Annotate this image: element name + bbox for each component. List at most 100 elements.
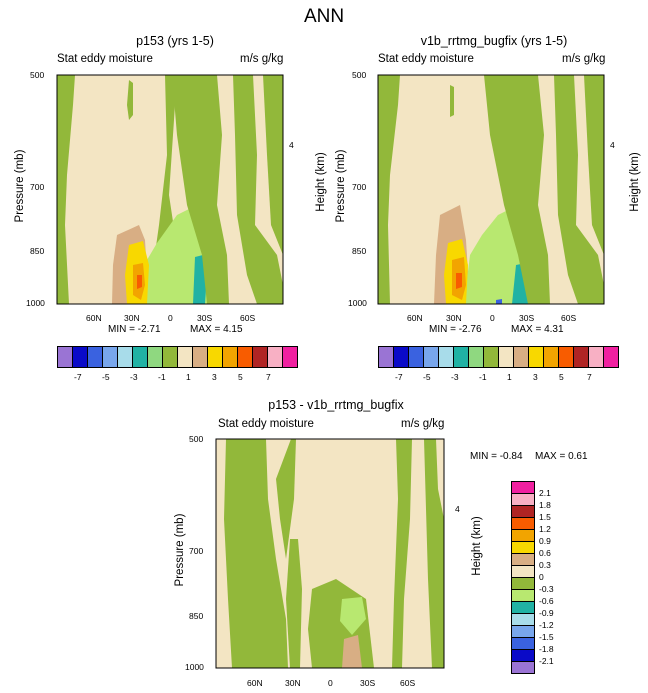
panel-2-contour-green-mid (484, 75, 550, 304)
panel-1-contour-green-small (127, 80, 133, 120)
panel-2-cbar-label-1: -5 (423, 372, 431, 382)
panel-3-xtick-30s: 30S (360, 678, 376, 688)
panel-1-contour-green-left (57, 75, 75, 304)
panel-3-ytick-500: 500 (189, 434, 204, 444)
panel-2-min-label: MIN = -2.76 (429, 324, 482, 335)
panel-3-contour-green-right (392, 439, 412, 668)
panel-3-xtick-60s: 60S (400, 678, 416, 688)
panel-3-contour-tan (342, 635, 362, 668)
panel-2-xtick-60s: 60S (561, 313, 577, 323)
panel-1-cbar-label-7: 7 (266, 372, 271, 382)
panel-1-cbar-label-2: -3 (130, 372, 138, 382)
panel-3-colorbar-label-12: -1.5 (539, 632, 554, 642)
panel-2-ytick-1000: 1000 (348, 298, 367, 308)
panel-2-xtick-30n: 30N (446, 313, 462, 323)
panel-1-frame (56, 74, 284, 305)
panel-3-xtick-60n: 60N (247, 678, 263, 688)
panel-2-contour-green-small (450, 85, 454, 117)
panel-3-ytick-right-4: 4 (455, 504, 460, 514)
panel-3-subtitle-left: Stat eddy moisture (218, 418, 314, 430)
panel-2-cbar-label-7: 7 (587, 372, 592, 382)
panel-3-colorbar-label-14: -2.1 (539, 656, 554, 666)
panel-2-cbar-label-5: 3 (533, 372, 538, 382)
panel-1-cbar-label-4: 1 (186, 372, 191, 382)
panel-1-subtitle-right: m/s g/kg (240, 53, 284, 65)
panel-2-colorbar (378, 346, 619, 368)
panel-3-colorbar-label-3: 1.2 (539, 524, 551, 534)
panel-2-title: v1b_rrtmg_bugfix (yrs 1-5) (420, 34, 568, 48)
panel-1-colorbar (57, 346, 298, 368)
panel-1-xtick-30s: 30S (197, 313, 213, 323)
panel-1-title: p153 (yrs 1-5) (136, 34, 214, 48)
panel-3-ylabel-right: Height (km) (471, 516, 483, 576)
panel-3-colorbar (511, 481, 535, 674)
panel-2-colorbar-swatch-15 (603, 346, 619, 368)
panel-2-ytick-700: 700 (352, 182, 367, 192)
panel-3-title: p153 - v1b_rrtmg_bugfix (268, 398, 404, 412)
panel-1-colorbar-swatch-15 (282, 346, 298, 368)
panel-2-contour-green-left (378, 75, 400, 304)
figure-title: ANN (303, 6, 345, 27)
panel-3-contour-green-thin (286, 539, 302, 668)
panel-2-ytick-500: 500 (352, 70, 367, 80)
panel-2-xtick-30s: 30S (519, 313, 535, 323)
panel-2-contour-green-edge (584, 75, 604, 255)
panel-2-ytick-right-4: 4 (610, 140, 615, 150)
panel-2-cbar-label-4: 1 (507, 372, 512, 382)
panel-3-ytick-700: 700 (189, 546, 204, 556)
panel-2-cbar-label-3: -1 (479, 372, 487, 382)
panel-1-cbar-label-6: 5 (238, 372, 243, 382)
panel-2-contour-red (456, 273, 462, 289)
panel-1-ytick-right-4: 4 (289, 140, 294, 150)
panel-1-ytick-850: 850 (30, 246, 45, 256)
panel-3-colorbar-label-6: 0.3 (539, 560, 551, 570)
panel-2-frame (377, 74, 605, 305)
panel-3-contour-lightgreen (340, 597, 366, 635)
panel-3-colorbar-label-13: -1.8 (539, 644, 554, 654)
panel-1-xtick-0: 0 (168, 313, 173, 323)
panel-2-contour-green-right (554, 75, 604, 304)
panel-3-colorbar-label-7: 0 (539, 572, 544, 582)
panel-1-contour-green-right (233, 75, 283, 304)
panel-3-contour-green-left (224, 439, 288, 668)
panel-3-min-label: MIN = -0.84 (470, 451, 523, 462)
panel-1-contour-green-edge (263, 75, 283, 255)
panel-1-ytick-1000: 1000 (26, 298, 45, 308)
panel-3-ylabel: Pressure (mb) (174, 513, 186, 587)
panel-3-max-label: MAX = 0.61 (535, 451, 588, 462)
panel-2-subtitle-left: Stat eddy moisture (378, 53, 474, 65)
panel-2-xtick-0: 0 (490, 313, 495, 323)
panel-3-colorbar-label-2: 1.5 (539, 512, 551, 522)
panel-3-colorbar-label-9: -0.6 (539, 596, 554, 606)
panel-3-xtick-30n: 30N (285, 678, 301, 688)
panel-1-ytick-700: 700 (30, 182, 45, 192)
panel-2-contour-blue (496, 299, 502, 304)
panel-3-colorbar-label-10: -0.9 (539, 608, 554, 618)
panel-3-colorbar-label-8: -0.3 (539, 584, 554, 594)
panel-2-xtick-60n: 60N (407, 313, 423, 323)
panel-3-colorbar-label-0: 2.1 (539, 488, 551, 498)
panel-3-contour-green-edge (424, 439, 444, 668)
panel-3-contour-green-left2 (276, 439, 296, 559)
panel-1-contour-green-mid (172, 75, 229, 304)
panel-3-colorbar-label-11: -1.2 (539, 620, 554, 630)
panel-3-frame (215, 438, 445, 669)
panel-3-colorbar-label-5: 0.6 (539, 548, 551, 558)
panel-2-cbar-label-6: 5 (559, 372, 564, 382)
panel-2-cbar-label-2: -3 (451, 372, 459, 382)
panel-1-cbar-label-5: 3 (212, 372, 217, 382)
panel-3-ytick-1000: 1000 (185, 662, 204, 672)
panel-1-cbar-label-0: -7 (74, 372, 82, 382)
panel-1-subtitle-left: Stat eddy moisture (57, 53, 153, 65)
panel-2-ytick-850: 850 (352, 246, 367, 256)
panel-1-xtick-60n: 60N (86, 313, 102, 323)
panel-1-cbar-label-1: -5 (102, 372, 110, 382)
panel-3-colorbar-swatch-15 (511, 661, 535, 674)
panel-2-max-label: MAX = 4.31 (511, 324, 564, 335)
panel-1-ytick-500: 500 (30, 70, 45, 80)
panel-3-colorbar-label-1: 1.8 (539, 500, 551, 510)
panel-1-min-label: MIN = -2.71 (108, 324, 161, 335)
